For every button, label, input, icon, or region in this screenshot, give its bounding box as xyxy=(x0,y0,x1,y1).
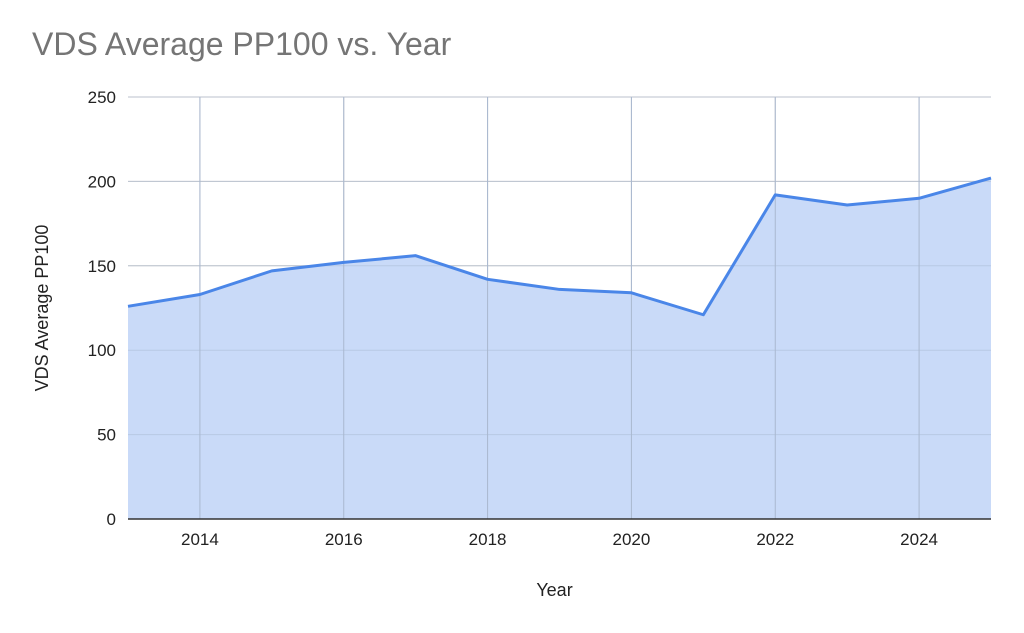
y-tick-label: 100 xyxy=(88,341,116,360)
y-axis-title: VDS Average PP100 xyxy=(32,225,52,392)
x-tick-label: 2024 xyxy=(900,530,938,549)
x-tick-label: 2020 xyxy=(613,530,651,549)
y-tick-label: 200 xyxy=(88,172,116,191)
x-axis-title: Year xyxy=(536,580,572,600)
area-fill xyxy=(128,178,991,520)
y-tick-label: 0 xyxy=(107,510,116,529)
y-tick-label: 50 xyxy=(97,426,116,445)
chart-title: VDS Average PP100 vs. Year xyxy=(32,26,452,62)
y-tick-label: 150 xyxy=(88,257,116,276)
x-tick-label: 2014 xyxy=(181,530,219,549)
tick-labels: 0 50 100 150 200 250 2014 2016 2018 2020 2022 2024 xyxy=(88,88,938,549)
y-tick-label: 250 xyxy=(88,88,116,107)
area-series xyxy=(127,96,992,520)
x-tick-label: 2016 xyxy=(325,530,363,549)
x-tick-label: 2018 xyxy=(469,530,507,549)
x-tick-label: 2022 xyxy=(756,530,794,549)
